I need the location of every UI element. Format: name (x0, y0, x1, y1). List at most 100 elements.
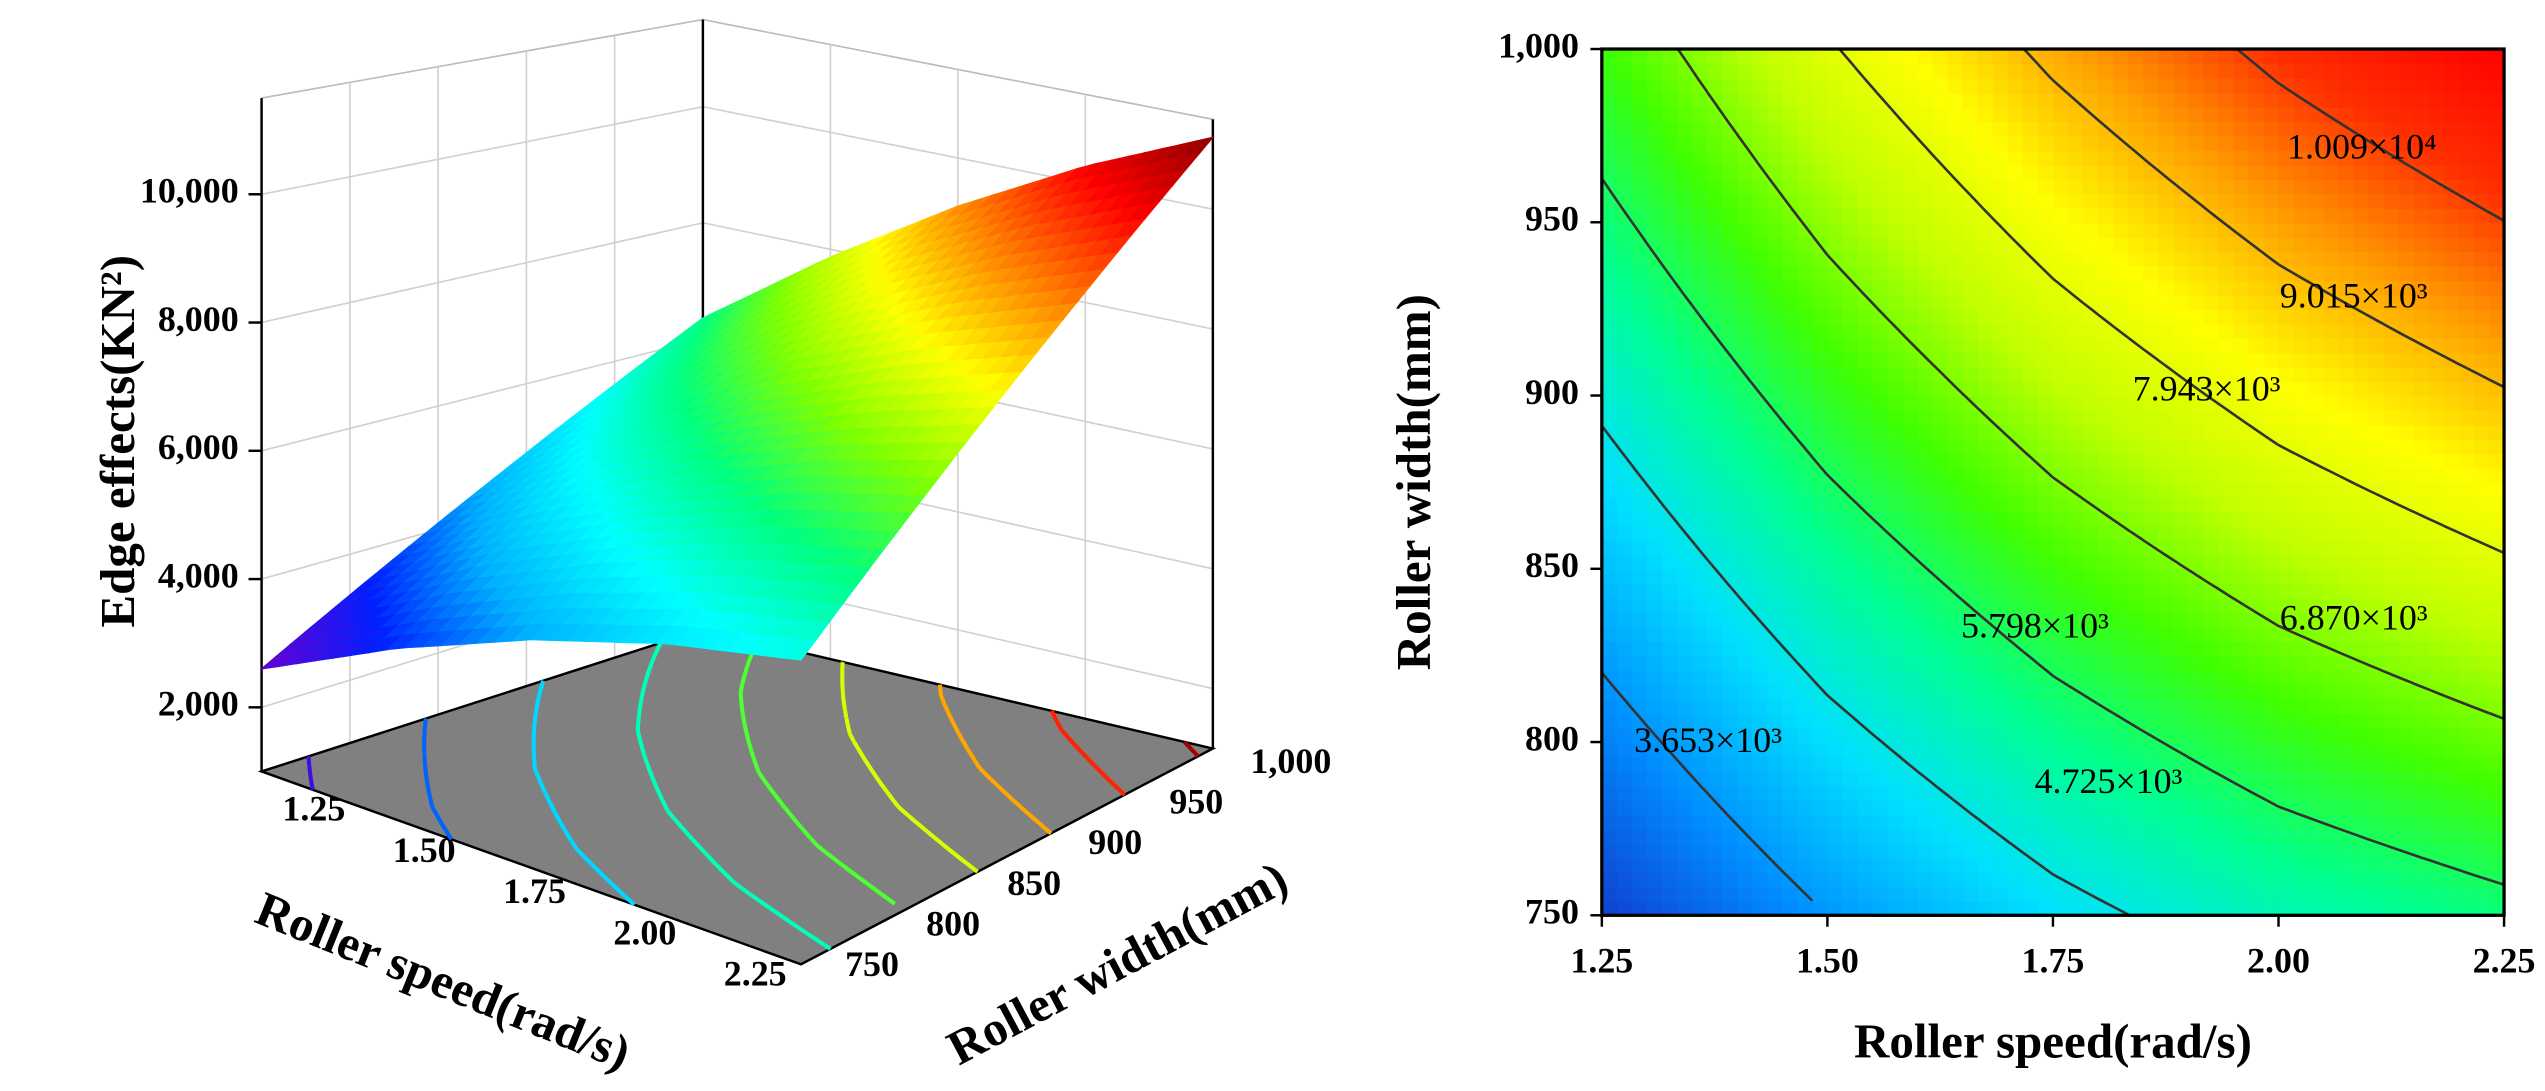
contour-cell (2458, 482, 2475, 498)
contour-cell (2113, 121, 2130, 137)
contour-cell (2278, 352, 2295, 368)
contour-cell (2308, 525, 2325, 541)
contour-cell (2338, 814, 2355, 830)
contour-cell (1797, 323, 1814, 339)
contour-cell (2188, 742, 2205, 758)
contour-cell (2233, 857, 2250, 873)
contour-cell (2067, 568, 2085, 585)
contour-cell (1646, 539, 1663, 556)
contour-cell (1917, 511, 1934, 527)
contour-cell (1797, 655, 1814, 671)
contour-cell (1992, 395, 2009, 411)
contour-cell (1902, 770, 1919, 787)
contour-cell (2323, 554, 2340, 570)
contour-cell (1902, 900, 1919, 916)
contour-cell (2308, 482, 2325, 498)
contour-cell (1887, 63, 1904, 79)
contour-cell (2278, 280, 2295, 296)
contour-cell (1827, 467, 1844, 484)
contour-cell (1692, 207, 1709, 224)
contour-cell (2443, 698, 2460, 715)
contour-cell (1767, 756, 1784, 772)
contour-cell (1767, 554, 1784, 570)
contour-cell (1677, 193, 1694, 209)
contour-cell (2143, 381, 2160, 397)
contour-cell (2037, 554, 2054, 570)
contour-cell (2218, 814, 2235, 830)
contour-line (1601, 177, 2505, 886)
contour-cell (1646, 496, 1663, 513)
contour-cell (1737, 150, 1754, 166)
contour-cell (2203, 395, 2220, 411)
contour-cell (2158, 49, 2175, 65)
contour-cell (1677, 121, 1694, 137)
contour-cell (2203, 482, 2220, 498)
contour-cell (2188, 106, 2205, 123)
contour-cell (2007, 799, 2024, 816)
contour-cell (1842, 308, 1859, 325)
contour-cell (2128, 770, 2145, 787)
contour-cell (1872, 900, 1889, 916)
contour-cell (2398, 583, 2415, 599)
contour-cell (1977, 886, 1994, 902)
contour-cell (1872, 612, 1889, 628)
contour-cell (1782, 583, 1799, 599)
contour-cell (2473, 496, 2491, 513)
contour-cell (1827, 106, 1844, 123)
contour-cell (1601, 438, 1618, 455)
contour-cell (1992, 496, 2009, 513)
contour-cell (1707, 886, 1724, 902)
contour-cell (1692, 496, 1709, 513)
contour-cell (1992, 525, 2009, 541)
contour-cell (2248, 438, 2265, 455)
contour-cell (2173, 395, 2190, 411)
contour-cell (1827, 409, 1844, 426)
contour-cell (2278, 193, 2295, 209)
contour-cell (2443, 727, 2460, 744)
contour-cell (1631, 193, 1648, 209)
contour-cell (2143, 207, 2160, 224)
contour-cell (1797, 77, 1814, 94)
contour-cell (2338, 178, 2355, 195)
contour-cell (2383, 193, 2400, 209)
contour-cell (2022, 814, 2039, 830)
contour-cell (1827, 843, 1844, 859)
contour-cell (1601, 482, 1618, 498)
contour-cell (2083, 770, 2100, 787)
contour-cell (2248, 395, 2265, 411)
contour-cell (2368, 900, 2385, 916)
contour-cell (1797, 49, 1814, 65)
contour-cell (1692, 395, 1709, 411)
contour-cell (2263, 265, 2280, 282)
contour-cell (2052, 49, 2069, 65)
contour-cell (1962, 539, 1979, 556)
contour-label: 5.798×10³ (1961, 606, 2109, 646)
contour-cell (1977, 539, 1994, 556)
contour-cell (2338, 597, 2355, 614)
contour-cell (2293, 482, 2310, 498)
contour-cell (1857, 583, 1874, 599)
contour-cell (2173, 135, 2190, 152)
contour-cell (1887, 814, 1904, 830)
contour-cell (2113, 612, 2130, 628)
contour-cell (1902, 366, 1919, 383)
contour-cell (2113, 583, 2130, 599)
contour-cell (2218, 193, 2235, 209)
contour-cell (2218, 352, 2235, 368)
contour-cell (2158, 626, 2175, 642)
contour-cell (1707, 843, 1724, 859)
contour-cell (1857, 525, 1874, 541)
contour-cell (1646, 785, 1663, 801)
contour-cell (2278, 886, 2295, 902)
contour-cell (2203, 178, 2220, 195)
y-axis-title: Roller width(mm) (938, 850, 1296, 1075)
contour-cell (2173, 106, 2190, 123)
contour-cell (1842, 150, 1859, 166)
contour-cell (2383, 554, 2400, 570)
contour-cell (1797, 597, 1814, 614)
contour-cell (2173, 886, 2190, 902)
contour-cell (1797, 106, 1814, 123)
contour-cell (1902, 583, 1919, 599)
contour-cell (2067, 323, 2085, 339)
contour-cell (2233, 467, 2250, 484)
